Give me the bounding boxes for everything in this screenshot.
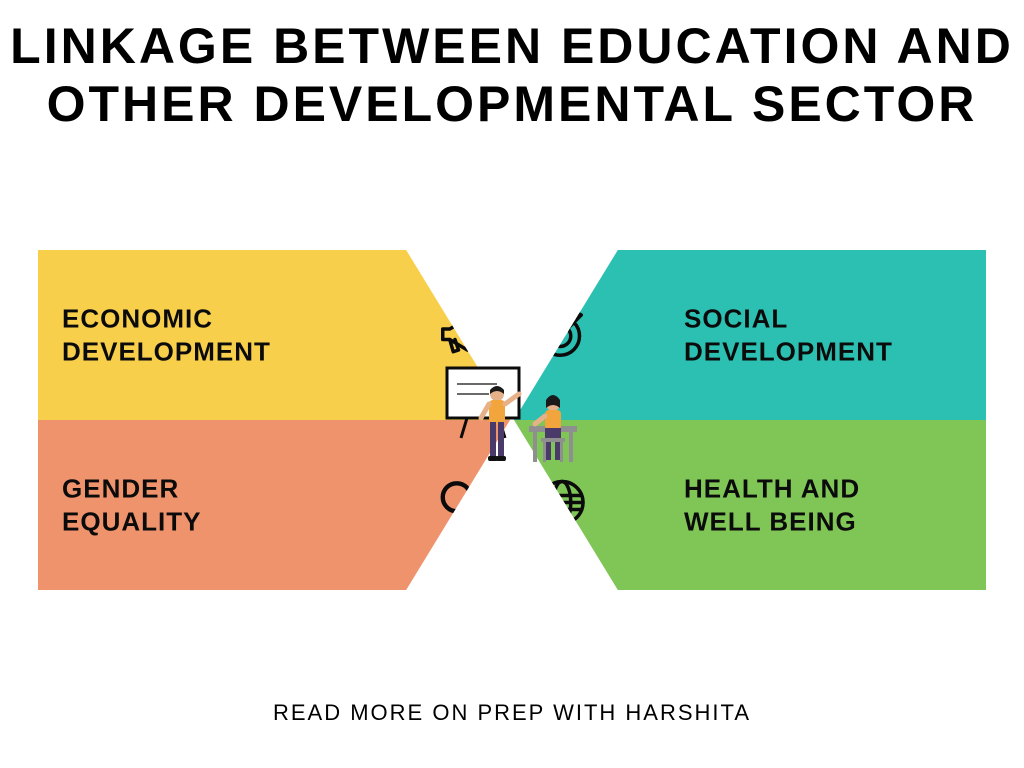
footer-text: READ MORE ON PREP WITH HARSHITA xyxy=(0,700,1024,726)
quadrant-grid: ECONOMIC DEVELOPMENT SOCIAL DEVELOPMENT xyxy=(38,250,986,590)
infographic-page: LINKAGE BETWEEN EDUCATION AND OTHER DEVE… xyxy=(0,0,1024,768)
center-illustration xyxy=(437,360,587,480)
quadrant-label: GENDER EQUALITY xyxy=(62,473,322,538)
quadrant-label: ECONOMIC DEVELOPMENT xyxy=(62,303,322,368)
quadrant-label: SOCIAL DEVELOPMENT xyxy=(684,303,944,368)
quadrant-label: HEALTH AND WELL BEING xyxy=(684,473,944,538)
page-title: LINKAGE BETWEEN EDUCATION AND OTHER DEVE… xyxy=(0,18,1024,133)
